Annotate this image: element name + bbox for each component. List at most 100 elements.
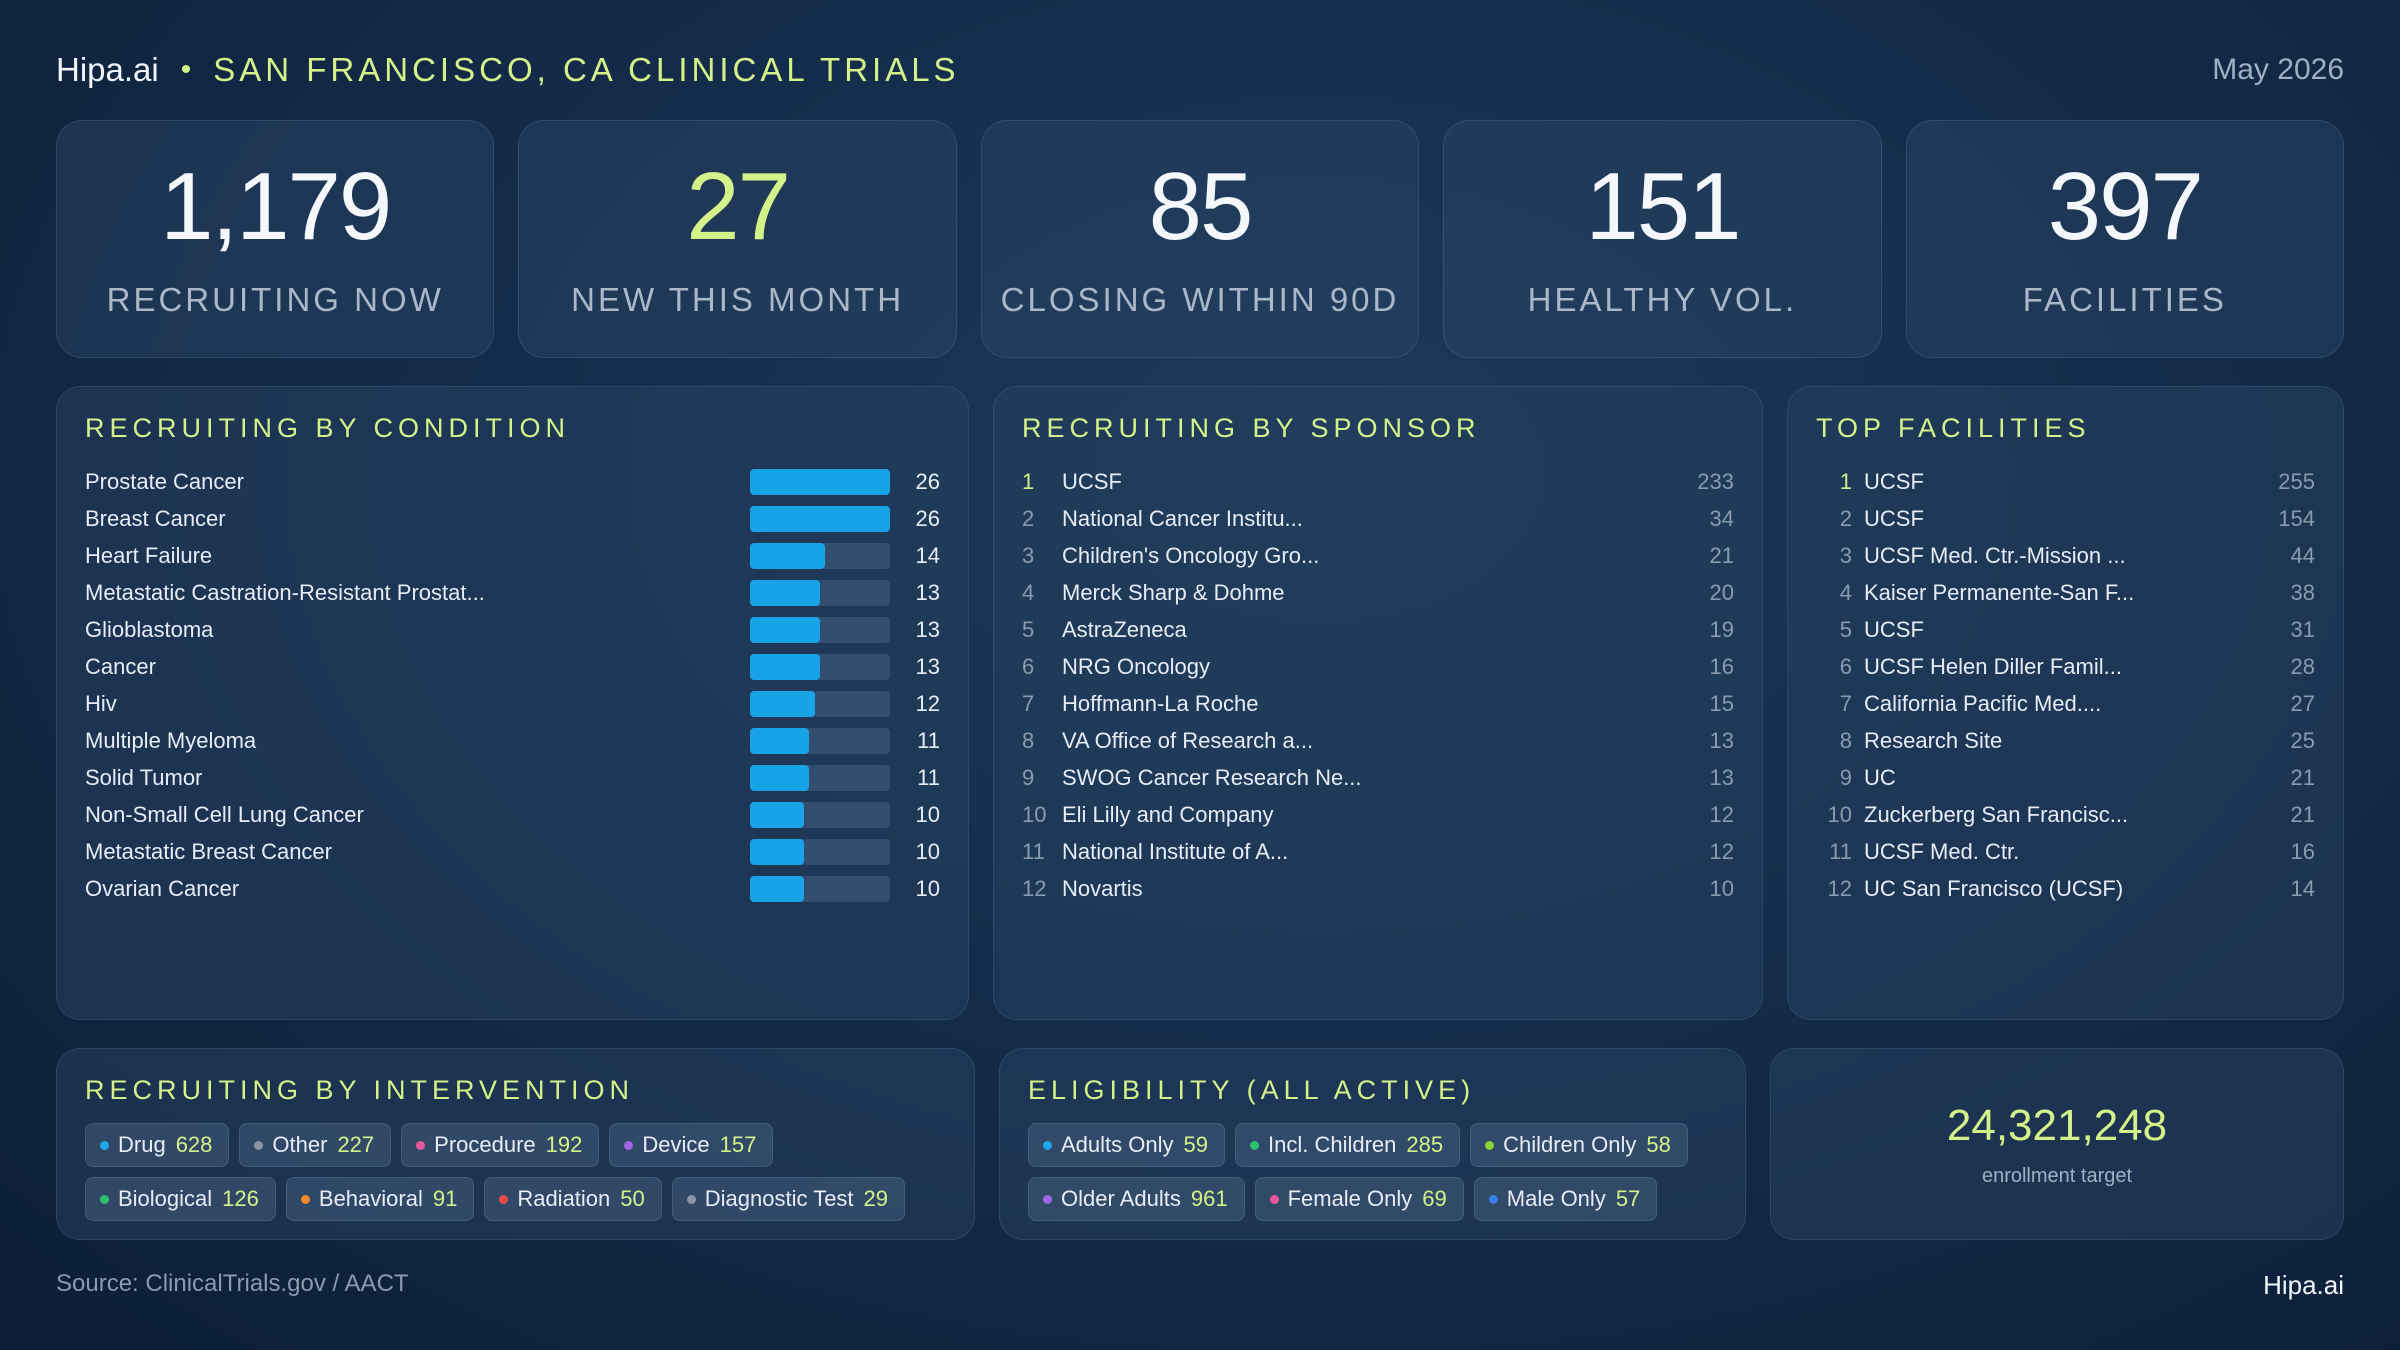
condition-row[interactable]: Metastatic Castration-Resistant Prostat.… bbox=[85, 574, 940, 611]
color-dot-icon bbox=[1249, 1140, 1259, 1150]
eligibility-chip[interactable]: Incl. Children 285 bbox=[1234, 1123, 1461, 1167]
sponsor-rank: 3 bbox=[1022, 542, 1035, 568]
sponsor-row[interactable]: 1 UCSF 233 bbox=[1022, 463, 1734, 500]
facility-row[interactable]: 11 UCSF Med. Ctr. 16 bbox=[1816, 833, 2315, 870]
facility-count: 14 bbox=[2290, 875, 2315, 901]
kpi-value: 397 bbox=[2047, 153, 2204, 260]
sponsor-row[interactable]: 3 Children's Oncology Gro... 21 bbox=[1022, 537, 1734, 574]
intervention-chip[interactable]: Behavioral 91 bbox=[285, 1177, 475, 1221]
facility-row[interactable]: 4 Kaiser Permanente-San F... 38 bbox=[1816, 574, 2315, 611]
chip-label: Diagnostic Test bbox=[704, 1186, 854, 1211]
eligibility-chip[interactable]: Children Only 58 bbox=[1470, 1123, 1688, 1167]
sponsor-name: Children's Oncology Gro... bbox=[1062, 542, 1320, 568]
kpi-row: 1,179 RECRUITING NOW 27 NEW THIS MONTH 85 CLO… bbox=[56, 120, 2345, 358]
condition-bar bbox=[750, 579, 820, 606]
facility-count: 21 bbox=[2290, 801, 2315, 827]
facility-name: California Pacific Med.... bbox=[1864, 690, 2102, 716]
facility-row[interactable]: 1 UCSF 255 bbox=[1816, 463, 2315, 500]
footer-brand[interactable]: Hipa.ai bbox=[2263, 1270, 2344, 1300]
intervention-chip[interactable]: Other 227 bbox=[239, 1123, 392, 1167]
kpi-label: FACILITIES bbox=[2022, 281, 2227, 318]
sponsor-row[interactable]: 2 National Cancer Institu... 34 bbox=[1022, 500, 1734, 537]
condition-bar bbox=[750, 653, 820, 680]
intervention-chip[interactable]: Biological 126 bbox=[85, 1177, 276, 1221]
condition-row[interactable]: Glioblastoma 13 bbox=[85, 611, 940, 648]
chip-label: Behavioral bbox=[318, 1186, 423, 1211]
sponsor-row[interactable]: 5 AstraZeneca 19 bbox=[1022, 611, 1734, 648]
condition-row[interactable]: Heart Failure 14 bbox=[85, 537, 940, 574]
condition-name: Prostate Cancer bbox=[85, 468, 244, 494]
intervention-chip[interactable]: Drug 628 bbox=[85, 1123, 230, 1167]
eligibility-chip[interactable]: Adults Only 59 bbox=[1028, 1123, 1225, 1167]
facility-row[interactable]: 10 Zuckerberg San Francisc... 21 bbox=[1816, 796, 2315, 833]
facility-count: 44 bbox=[2290, 542, 2315, 568]
condition-bar bbox=[750, 468, 890, 495]
condition-row[interactable]: Ovarian Cancer 10 bbox=[85, 870, 940, 907]
intervention-chip[interactable]: Device 157 bbox=[609, 1123, 774, 1167]
kpi-label: NEW THIS MONTH bbox=[571, 281, 905, 318]
eligibility-chip[interactable]: Older Adults 961 bbox=[1028, 1177, 1245, 1221]
header: Hipa.ai • SAN FRANCISCO, CA CLINICAL TRI… bbox=[56, 48, 2344, 92]
color-dot-icon bbox=[1485, 1140, 1495, 1150]
eligibility-chip[interactable]: Female Only 69 bbox=[1254, 1177, 1464, 1221]
enrollment-target-panel: 24,321,248 enrollment target bbox=[1770, 1048, 2344, 1240]
condition-row[interactable]: Breast Cancer 26 bbox=[85, 500, 940, 537]
sponsor-name: National Cancer Institu... bbox=[1062, 505, 1303, 531]
sponsor-count: 16 bbox=[1709, 653, 1734, 679]
header-separator: • bbox=[180, 53, 192, 86]
facility-row[interactable]: 7 California Pacific Med.... 27 bbox=[1816, 685, 2315, 722]
condition-row[interactable]: Cancer 13 bbox=[85, 648, 940, 685]
facility-row[interactable]: 9 UC 21 bbox=[1816, 759, 2315, 796]
sponsor-row[interactable]: 9 SWOG Cancer Research Ne... 13 bbox=[1022, 759, 1734, 796]
condition-count: 26 bbox=[915, 468, 940, 494]
sponsor-count: 15 bbox=[1709, 690, 1734, 716]
facility-row[interactable]: 6 UCSF Helen Diller Famil... 28 bbox=[1816, 648, 2315, 685]
sponsor-row[interactable]: 6 NRG Oncology 16 bbox=[1022, 648, 1734, 685]
condition-row[interactable]: Prostate Cancer 26 bbox=[85, 463, 940, 500]
sponsor-rank: 6 bbox=[1022, 653, 1035, 679]
sponsor-rank: 8 bbox=[1022, 727, 1035, 753]
facility-row[interactable]: 3 UCSF Med. Ctr.-Mission ... 44 bbox=[1816, 537, 2315, 574]
brand-logo[interactable]: Hipa.ai bbox=[56, 51, 159, 88]
condition-row[interactable]: Non-Small Cell Lung Cancer 10 bbox=[85, 796, 940, 833]
interventions-chips: Drug 628 Other 227 Procedure 192 Device 157 Biol… bbox=[85, 1123, 954, 1221]
chip-label: Incl. Children bbox=[1267, 1132, 1397, 1157]
condition-row[interactable]: Hiv 12 bbox=[85, 685, 940, 722]
facility-row[interactable]: 2 UCSF 154 bbox=[1816, 500, 2315, 537]
sponsor-name: National Institute of A... bbox=[1062, 838, 1289, 864]
sponsor-count: 233 bbox=[1697, 468, 1734, 494]
sponsor-row[interactable]: 7 Hoffmann-La Roche 15 bbox=[1022, 685, 1734, 722]
color-dot-icon bbox=[1043, 1140, 1052, 1150]
panel-title: TOP FACILITIES bbox=[1816, 413, 2091, 443]
sponsors-panel: RECRUITING BY SPONSOR 1 UCSF 233 2 National … bbox=[993, 386, 1763, 1020]
eligibility-chip[interactable]: Male Only 57 bbox=[1473, 1177, 1658, 1221]
sponsor-row[interactable]: 11 National Institute of A... 12 bbox=[1022, 833, 1734, 870]
sponsor-row[interactable]: 4 Merck Sharp & Dohme 20 bbox=[1022, 574, 1734, 611]
chip-count: 29 bbox=[863, 1186, 889, 1211]
facility-name: UCSF Helen Diller Famil... bbox=[1864, 653, 2122, 679]
condition-name: Non-Small Cell Lung Cancer bbox=[85, 801, 364, 827]
panel-title: RECRUITING BY SPONSOR bbox=[1022, 413, 1481, 443]
sponsor-name: Eli Lilly and Company bbox=[1062, 801, 1274, 827]
facility-rank: 10 bbox=[1827, 801, 1852, 827]
condition-name: Glioblastoma bbox=[85, 616, 214, 642]
condition-row[interactable]: Metastatic Breast Cancer 10 bbox=[85, 833, 940, 870]
chip-count: 227 bbox=[337, 1132, 375, 1157]
condition-count: 10 bbox=[915, 801, 940, 827]
sponsor-row[interactable]: 10 Eli Lilly and Company 12 bbox=[1022, 796, 1734, 833]
intervention-chip[interactable]: Diagnostic Test 29 bbox=[671, 1177, 906, 1221]
intervention-chip[interactable]: Radiation 50 bbox=[484, 1177, 662, 1221]
facility-row[interactable]: 12 UC San Francisco (UCSF) 14 bbox=[1816, 870, 2315, 907]
color-dot-icon bbox=[1269, 1194, 1279, 1204]
facility-row[interactable]: 8 Research Site 25 bbox=[1816, 722, 2315, 759]
intervention-chip[interactable]: Procedure 192 bbox=[401, 1123, 600, 1167]
condition-row[interactable]: Multiple Myeloma 11 bbox=[85, 722, 940, 759]
condition-bar-track bbox=[750, 875, 890, 902]
condition-count: 12 bbox=[915, 690, 940, 716]
sponsor-row[interactable]: 12 Novartis 10 bbox=[1022, 870, 1734, 907]
sponsor-row[interactable]: 8 VA Office of Research a... 13 bbox=[1022, 722, 1734, 759]
kpi-card: 1,179 RECRUITING NOW bbox=[56, 120, 495, 358]
condition-row[interactable]: Solid Tumor 11 bbox=[85, 759, 940, 796]
facility-row[interactable]: 5 UCSF 31 bbox=[1816, 611, 2315, 648]
sponsor-rank: 12 bbox=[1022, 875, 1047, 901]
